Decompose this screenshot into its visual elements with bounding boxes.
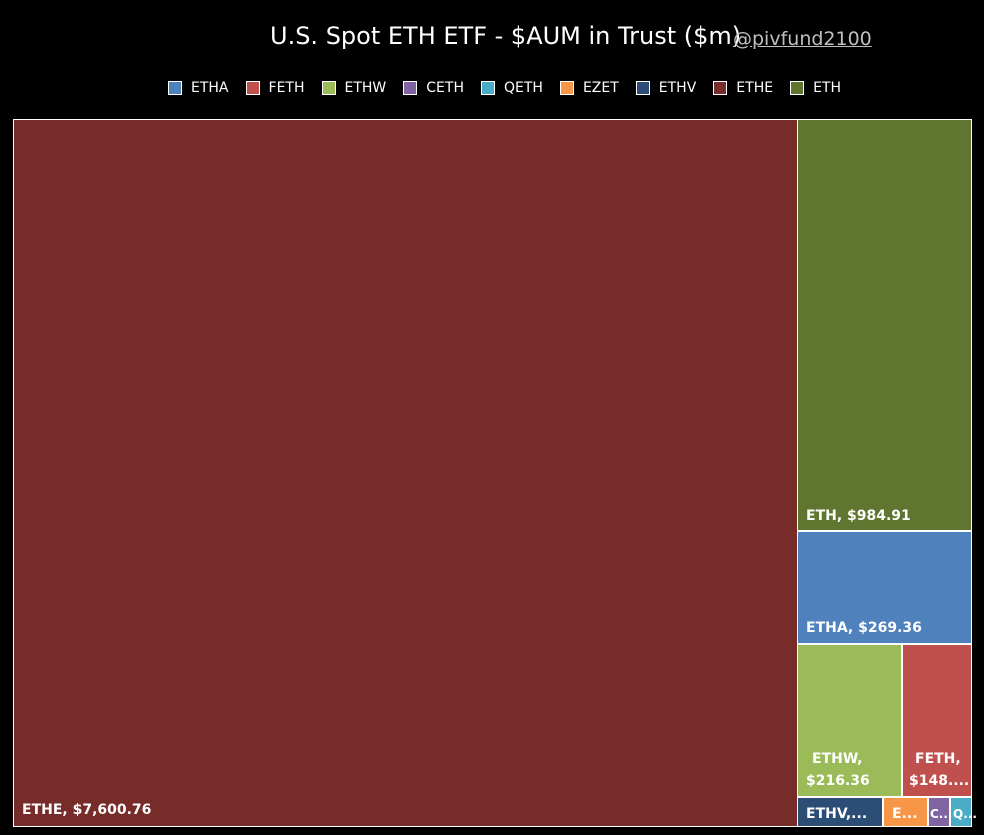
treemap-tile-eth: ETH, $984.91 [798,120,971,530]
legend-swatch [713,81,728,95]
legend-swatch [635,81,650,95]
legend-item-qeth: QETH [480,80,543,96]
legend-item-ceth: CETH [403,80,464,96]
data-label-qeth: Q... [953,807,977,821]
treemap-rect-feth [903,645,971,796]
chart-legend: ETHA FETH ETHW CETH QETH EZET ETHV ETHE ETH [168,78,858,98]
treemap-rect-ethw [798,645,901,796]
data-label-eth: ETH, $984.91 [806,508,911,524]
data-label-ethw: $216.36 [806,773,870,789]
legend-label: FETH [268,80,305,96]
treemap-tile-ethw: ETHW, $216.36 [798,645,901,796]
treemap-rect-etha [798,532,971,643]
author-handle: @pivfund2100 [733,28,872,50]
treemap-rect-ethv [798,798,882,826]
data-label-feth: FETH, [915,751,961,767]
legend-label: ETHV [658,80,697,96]
legend-swatch [480,81,495,95]
chart-title: U.S. Spot ETH ETF - $AUM in Trust ($m) [270,22,742,50]
treemap-tile-feth: FETH, $148.... [903,645,971,796]
data-label-ezet: E... [892,806,918,822]
legend-swatch [168,81,182,95]
legend-label: ETH [813,80,842,96]
legend-label: EZET [582,80,619,96]
treemap-tile-ethv: ETHV,... [798,798,882,826]
treemap-rect-ethe [14,120,797,826]
legend-item-eth: ETH [790,80,841,96]
data-label-ethv: ETHV,... [806,806,867,822]
legend-item-ethv: ETHV [635,80,697,96]
data-label-feth: $148.... [909,773,969,789]
data-label-ethw: ETHW, [812,751,862,767]
legend-label: QETH [503,80,543,96]
treemap-tile-ezet: E... [884,798,927,826]
treemap-tile-ethe: ETHE, $7,600.76 [14,120,797,826]
legend-swatch [321,81,336,95]
legend-item-feth: FETH [245,80,305,96]
legend-label: ETHE [736,80,774,96]
legend-label: CETH [426,80,464,96]
treemap-tile-etha: ETHA, $269.36 [798,532,971,643]
data-label-etha: ETHA, $269.36 [806,620,922,636]
legend-swatch [403,81,418,95]
legend-swatch [559,81,574,95]
legend-item-etha: ETHA [168,80,229,96]
treemap-tile-qeth: Q... [951,798,977,826]
data-label-ceth: C... [930,807,952,821]
treemap-rect-ezet [884,798,927,826]
legend-item-ethw: ETHW [321,80,387,96]
legend-label: ETHA [191,80,229,96]
treemap-rect-ceth [929,798,949,826]
legend-label: ETHW [344,80,387,96]
title-row: U.S. Spot ETH ETF - $AUM in Trust ($m) @… [0,22,984,58]
treemap-rect-eth [798,120,971,530]
legend-swatch [790,81,805,95]
legend-item-ezet: EZET [559,80,619,96]
legend-swatch [245,81,260,95]
treemap-tile-ceth: C... [929,798,952,826]
data-label-ethe: ETHE, $7,600.76 [22,802,151,818]
treemap-rect-qeth [951,798,971,826]
legend-item-ethe: ETHE [713,80,773,96]
